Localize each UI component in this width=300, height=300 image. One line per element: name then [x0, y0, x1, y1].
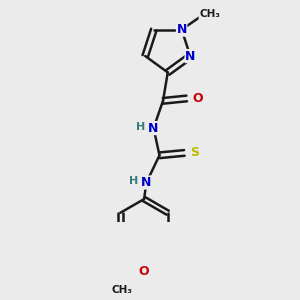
Text: H: H: [136, 122, 145, 132]
Text: N: N: [176, 23, 187, 36]
Text: S: S: [190, 146, 199, 159]
Text: N: N: [185, 50, 196, 63]
Text: CH₃: CH₃: [111, 285, 132, 295]
Text: CH₃: CH₃: [199, 9, 220, 19]
Text: O: O: [139, 265, 149, 278]
Text: H: H: [129, 176, 138, 186]
Text: N: N: [148, 122, 159, 135]
Text: O: O: [192, 92, 203, 105]
Text: N: N: [141, 176, 152, 189]
